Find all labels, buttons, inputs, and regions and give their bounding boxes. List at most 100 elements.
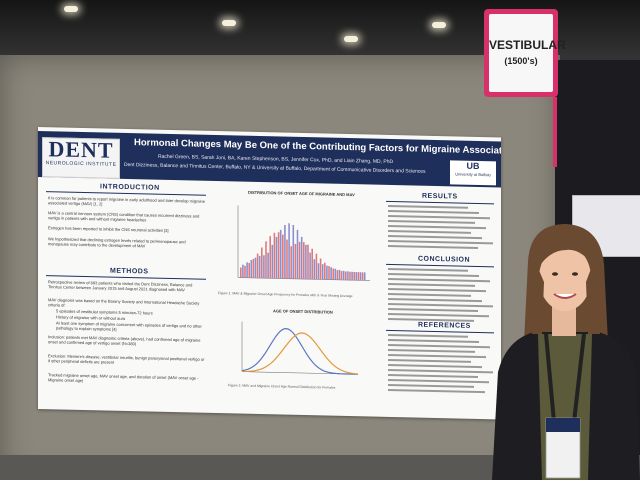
research-poster: DENT NEUROLOGIC INSTITUTE Hormonal Chang… — [38, 127, 501, 420]
illegible-text-line — [388, 353, 486, 358]
histogram-bar — [296, 229, 299, 279]
illegible-text-line — [388, 234, 482, 239]
ceiling-light — [64, 6, 78, 12]
presenter-person — [492, 224, 640, 480]
session-sign: VESTIBULAR (1500's) — [484, 9, 566, 97]
histogram-bar — [244, 265, 246, 278]
histogram-bar — [240, 267, 242, 278]
chart2-title: AGE OF ONSET DISTRIBUTION — [273, 308, 333, 315]
illegible-text-line — [388, 224, 486, 229]
illegible-text-line — [388, 204, 468, 209]
chart2-caption: Figure 2: MAV and Migraine Onset Age Nor… — [228, 383, 336, 390]
results-heading: RESULTS — [422, 192, 458, 201]
histogram-bar — [357, 272, 360, 281]
illegible-text-line — [388, 297, 482, 302]
illegible-text-line — [388, 373, 478, 378]
histogram-bar — [258, 255, 261, 279]
histogram-bar — [334, 268, 337, 280]
histogram-bar — [330, 267, 332, 280]
methods-subpoint: At least one symptom of migraine concurr… — [56, 320, 202, 332]
illegible-text-line — [388, 282, 475, 287]
histogram-bar — [256, 253, 259, 279]
histogram-bar — [263, 255, 265, 279]
methods-point: Inclusion: patients met MAV diagnostic c… — [48, 334, 201, 347]
illegible-text-line — [388, 383, 474, 388]
sign-pole — [553, 97, 557, 167]
histogram-bar — [361, 272, 364, 281]
ceiling-light — [222, 20, 236, 26]
ub-logo: UB University at Buffalo — [450, 160, 496, 186]
histogram-bar — [267, 252, 269, 279]
logo-subtitle: NEUROLOGIC INSTITUTE — [45, 160, 117, 168]
histogram-bar — [338, 269, 341, 280]
histogram-bar — [317, 263, 320, 280]
illegible-text-line — [388, 292, 471, 297]
histogram-bar — [303, 242, 305, 280]
illegible-text-line — [388, 307, 478, 312]
histogram-bar — [269, 236, 272, 279]
chart1-caption: Figure 1: MAV & Migraine Onset Age Frequ… — [218, 291, 353, 299]
ceiling-light — [344, 36, 358, 42]
intro-point: We hypothesized that declining estrogen … — [48, 236, 186, 249]
illegible-text-line — [388, 214, 490, 219]
histogram-bar — [300, 236, 303, 280]
ceiling-light — [432, 22, 446, 28]
illegible-text-line — [388, 229, 471, 234]
illegible-text-line — [388, 244, 478, 249]
histogram-bar — [355, 272, 358, 281]
histogram-bar — [271, 244, 274, 279]
references-heading: REFERENCES — [418, 321, 471, 330]
histogram-bar — [347, 271, 349, 281]
illegible-text-line — [388, 277, 490, 282]
illegible-text-line — [388, 348, 475, 353]
illegible-text-line — [388, 317, 474, 322]
illegible-text-line — [388, 338, 479, 343]
histogram-bar — [332, 268, 335, 280]
sign-title: VESTIBULAR — [489, 38, 566, 52]
histogram-bar — [342, 270, 345, 280]
histogram-bar — [294, 243, 297, 279]
histogram-bar — [353, 271, 356, 281]
histogram-bar — [273, 232, 276, 279]
methods-point: Tracked migraine onset age, MAV onset ag… — [48, 372, 199, 384]
histogram-bar — [328, 266, 330, 280]
illegible-text-line — [388, 267, 468, 272]
illegible-text-line — [388, 239, 493, 244]
histogram-bar — [248, 262, 250, 278]
illegible-text-line — [388, 388, 485, 393]
histogram-bar — [307, 244, 309, 280]
histogram-bar — [359, 272, 362, 281]
histogram-bar — [363, 272, 366, 281]
histogram-bar — [326, 265, 328, 280]
histogram-bar — [277, 232, 280, 279]
histogram-bar — [275, 236, 278, 279]
histogram-bar — [252, 258, 255, 278]
section-rule — [386, 200, 494, 205]
logo-name: DENT — [48, 136, 114, 163]
histogram-bar — [286, 239, 288, 279]
histogram-bar — [288, 223, 290, 279]
introduction-heading: INTRODUCTION — [100, 183, 160, 192]
histogram-bar — [311, 248, 314, 280]
section-rule — [386, 263, 494, 268]
illegible-text-line — [388, 219, 475, 224]
histogram-bar — [315, 253, 318, 280]
histogram-bar — [290, 246, 293, 279]
histogram-bar — [313, 259, 316, 280]
histogram-bar — [336, 270, 339, 280]
illegible-text-line — [388, 378, 489, 383]
poster-banner: DENT NEUROLOGIC INSTITUTE Hormonal Chang… — [38, 131, 501, 188]
methods-point: Exclusion: Meniere's disease, vestibular… — [48, 353, 205, 365]
histogram-bar — [351, 271, 353, 281]
intro-point: MAV is a central nervous system (CNS) co… — [48, 210, 200, 223]
histogram-bar — [282, 234, 284, 279]
histogram-bar — [246, 262, 248, 278]
histogram-bar — [254, 257, 257, 278]
histogram-bar — [349, 271, 351, 281]
intro-point: It is common for patients to report migr… — [48, 195, 205, 207]
histogram-bar — [324, 262, 326, 280]
histogram-bar — [250, 259, 253, 278]
histogram-bar — [321, 264, 324, 280]
histogram-bar — [340, 271, 343, 280]
illegible-text-line — [388, 343, 490, 348]
